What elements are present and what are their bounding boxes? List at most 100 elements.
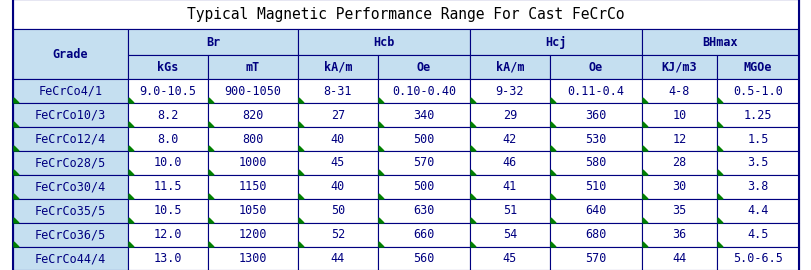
Bar bbox=[208, 199, 298, 223]
Polygon shape bbox=[642, 194, 647, 199]
Polygon shape bbox=[551, 218, 556, 223]
Text: 12.0: 12.0 bbox=[153, 228, 182, 241]
Text: 1300: 1300 bbox=[238, 252, 267, 265]
Polygon shape bbox=[642, 122, 647, 127]
Text: 680: 680 bbox=[585, 228, 606, 241]
Polygon shape bbox=[717, 98, 722, 103]
Bar bbox=[128, 55, 208, 79]
Bar bbox=[13, 29, 128, 79]
Bar bbox=[128, 29, 298, 55]
Text: 27: 27 bbox=[330, 109, 345, 122]
Text: 900-1050: 900-1050 bbox=[224, 85, 281, 97]
Bar bbox=[208, 247, 298, 270]
Text: FeCrCo44/4: FeCrCo44/4 bbox=[35, 252, 106, 265]
Bar bbox=[470, 79, 549, 103]
Bar bbox=[716, 175, 798, 199]
Polygon shape bbox=[379, 170, 384, 175]
Polygon shape bbox=[129, 170, 134, 175]
Bar bbox=[13, 79, 128, 103]
Bar bbox=[716, 199, 798, 223]
Polygon shape bbox=[470, 242, 475, 247]
Polygon shape bbox=[717, 218, 722, 223]
Bar bbox=[128, 223, 208, 247]
Polygon shape bbox=[551, 194, 556, 199]
Polygon shape bbox=[129, 146, 134, 151]
Bar bbox=[642, 175, 716, 199]
Text: 10.5: 10.5 bbox=[153, 204, 182, 218]
Bar bbox=[549, 223, 642, 247]
Bar bbox=[378, 151, 470, 175]
Text: 0.11-0.4: 0.11-0.4 bbox=[567, 85, 624, 97]
Bar bbox=[298, 175, 378, 199]
Bar bbox=[128, 175, 208, 199]
Bar bbox=[208, 103, 298, 127]
Bar bbox=[298, 79, 378, 103]
Bar bbox=[378, 199, 470, 223]
Polygon shape bbox=[129, 242, 134, 247]
Bar bbox=[298, 223, 378, 247]
Bar bbox=[642, 79, 716, 103]
Text: 500: 500 bbox=[413, 181, 434, 194]
Polygon shape bbox=[298, 146, 303, 151]
Bar bbox=[642, 103, 716, 127]
Text: 54: 54 bbox=[502, 228, 517, 241]
Text: 570: 570 bbox=[585, 252, 606, 265]
Text: 1000: 1000 bbox=[238, 157, 267, 170]
Bar bbox=[208, 79, 298, 103]
Text: 36: 36 bbox=[672, 228, 686, 241]
Bar bbox=[378, 247, 470, 270]
Bar bbox=[716, 127, 798, 151]
Text: 0.5-1.0: 0.5-1.0 bbox=[732, 85, 782, 97]
Polygon shape bbox=[379, 146, 384, 151]
Bar bbox=[298, 29, 470, 55]
Polygon shape bbox=[642, 218, 647, 223]
Text: 560: 560 bbox=[413, 252, 434, 265]
Text: 42: 42 bbox=[502, 133, 517, 146]
Bar bbox=[378, 127, 470, 151]
Bar bbox=[470, 29, 642, 55]
Polygon shape bbox=[14, 98, 19, 103]
Bar bbox=[642, 55, 716, 79]
Bar bbox=[298, 199, 378, 223]
Polygon shape bbox=[379, 98, 384, 103]
Text: 10: 10 bbox=[672, 109, 686, 122]
Text: KJ/m3: KJ/m3 bbox=[661, 60, 697, 73]
Text: 3.8: 3.8 bbox=[746, 181, 768, 194]
Polygon shape bbox=[208, 146, 214, 151]
Polygon shape bbox=[470, 98, 475, 103]
Bar bbox=[549, 79, 642, 103]
Bar bbox=[716, 55, 798, 79]
Text: 1.5: 1.5 bbox=[746, 133, 768, 146]
Polygon shape bbox=[717, 122, 722, 127]
Bar bbox=[298, 55, 378, 79]
Text: Typical Magnetic Performance Range For Cast FeCrCo: Typical Magnetic Performance Range For C… bbox=[187, 6, 624, 22]
Text: 1050: 1050 bbox=[238, 204, 267, 218]
Bar bbox=[378, 223, 470, 247]
Polygon shape bbox=[551, 98, 556, 103]
Bar bbox=[13, 127, 128, 151]
Bar bbox=[642, 151, 716, 175]
Text: 4.4: 4.4 bbox=[746, 204, 768, 218]
Bar bbox=[642, 127, 716, 151]
Polygon shape bbox=[470, 194, 475, 199]
Polygon shape bbox=[14, 146, 19, 151]
Bar bbox=[549, 55, 642, 79]
Bar bbox=[716, 103, 798, 127]
Polygon shape bbox=[717, 242, 722, 247]
Text: 50: 50 bbox=[330, 204, 345, 218]
Bar bbox=[549, 103, 642, 127]
Text: 40: 40 bbox=[330, 181, 345, 194]
Text: FeCrCo4/1: FeCrCo4/1 bbox=[38, 85, 102, 97]
Text: 11.5: 11.5 bbox=[153, 181, 182, 194]
Bar bbox=[549, 175, 642, 199]
Text: BHmax: BHmax bbox=[702, 35, 737, 49]
Bar bbox=[470, 247, 549, 270]
Polygon shape bbox=[298, 170, 303, 175]
Text: 51: 51 bbox=[502, 204, 517, 218]
Bar bbox=[208, 223, 298, 247]
Bar bbox=[549, 247, 642, 270]
Text: kA/m: kA/m bbox=[324, 60, 352, 73]
Text: 8.0: 8.0 bbox=[157, 133, 178, 146]
Polygon shape bbox=[470, 122, 475, 127]
Bar bbox=[716, 223, 798, 247]
